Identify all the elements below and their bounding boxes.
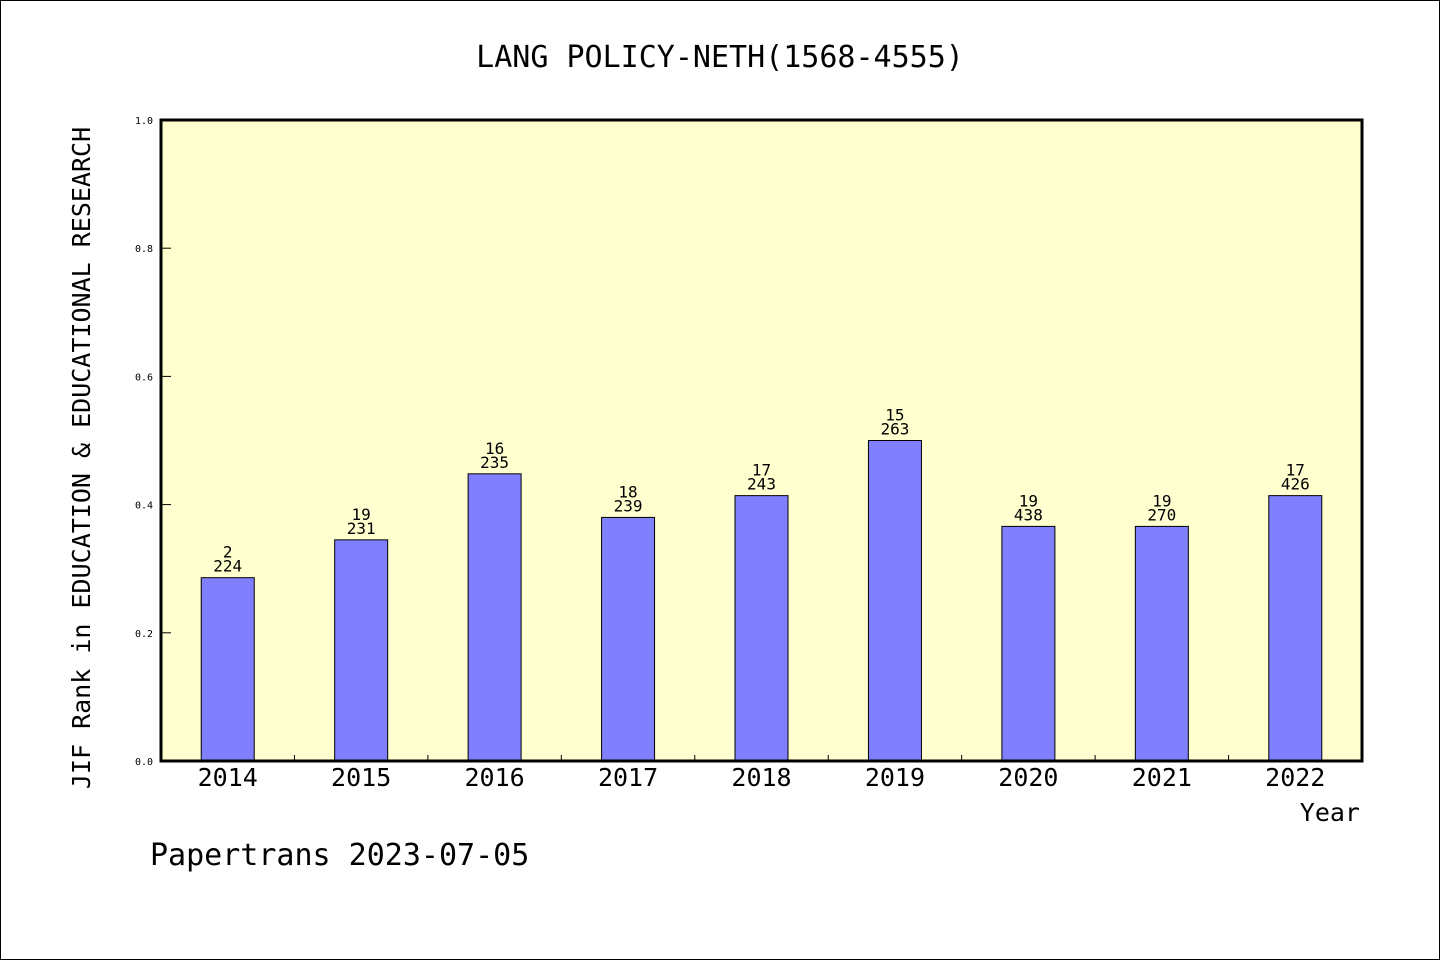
- footer-credit: Papertrans 2023-07-05: [150, 838, 529, 873]
- bar-2016: [467, 473, 522, 762]
- plot-border: [159, 118, 1364, 763]
- y-tick-label-0.6: 0.6: [135, 372, 153, 383]
- y-tick-label-0.8: 0.8: [135, 244, 153, 255]
- bar-label-total-2022: 426: [1281, 475, 1310, 494]
- bar-label-rank-2020: 19: [1019, 491, 1038, 510]
- bar-label-total-2021: 270: [1147, 505, 1176, 524]
- x-tick-label-2016: 2016: [465, 763, 525, 792]
- x-tick-label-2017: 2017: [598, 763, 658, 792]
- bar-label-rank-2019: 15: [885, 406, 904, 425]
- y-tick-label-0.0: 0.0: [135, 757, 153, 768]
- bar-label-total-2017: 239: [614, 496, 643, 515]
- bar-label-total-2016: 235: [480, 453, 509, 472]
- bar-label-total-2019: 263: [880, 420, 909, 439]
- bar-label-rank-2021: 19: [1152, 491, 1171, 510]
- bar-2017: [601, 516, 656, 762]
- x-tick-label-2019: 2019: [865, 763, 925, 792]
- y-axis-label: JIF Rank in EDUCATION & EDUCATIONAL RESE…: [67, 127, 96, 789]
- bar-label-total-2018: 243: [747, 475, 776, 494]
- bar-2015: [334, 539, 389, 762]
- bar-2022: [1268, 495, 1323, 762]
- y-tick-label-0.4: 0.4: [135, 501, 153, 512]
- bar-label-rank-2014: 2: [223, 543, 233, 562]
- bar-label-total-2015: 231: [347, 519, 376, 538]
- bar-2020: [1001, 525, 1056, 762]
- bar-label-rank-2017: 18: [618, 482, 637, 501]
- x-tick-label-2020: 2020: [998, 763, 1058, 792]
- x-tick-label-2014: 2014: [198, 763, 258, 792]
- x-tick-label-2022: 2022: [1265, 763, 1325, 792]
- bar-2019: [867, 440, 922, 762]
- bar-label-total-2014: 224: [213, 557, 242, 576]
- x-tick-label-2015: 2015: [331, 763, 391, 792]
- bar-label-total-2020: 438: [1014, 505, 1043, 524]
- y-tick-label-1.0: 1.0: [135, 116, 153, 127]
- x-tick-label-2021: 2021: [1132, 763, 1192, 792]
- y-tick-label-0.2: 0.2: [135, 629, 153, 640]
- bar-label-rank-2015: 19: [352, 505, 371, 524]
- bar-2018: [734, 495, 789, 762]
- x-axis: 2014 2015 2016 2017 2018 2019 2020 2021 2022: [198, 755, 1325, 792]
- x-axis-label: Year: [1300, 798, 1360, 827]
- bars-group: [200, 440, 1323, 762]
- bar-2021: [1134, 525, 1189, 762]
- bar-label-rank-2018: 17: [752, 461, 771, 480]
- bar-2014: [200, 577, 255, 762]
- chart-title: LANG POLICY-NETH(1568-4555): [476, 40, 964, 75]
- bar-label-rank-2016: 16: [485, 439, 504, 458]
- data-labels-group: 2224192311623518239172431526319438192701…: [213, 406, 1309, 576]
- bar-label-rank-2022: 17: [1286, 461, 1305, 480]
- x-tick-label-2018: 2018: [731, 763, 791, 792]
